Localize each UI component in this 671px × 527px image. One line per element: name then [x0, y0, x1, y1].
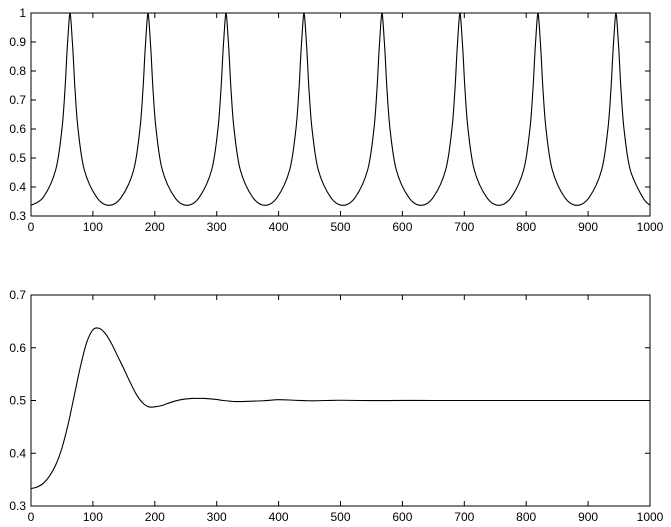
x-tick-label: 1000 [637, 220, 664, 234]
y-tick-label: 0.3 [9, 209, 26, 223]
x-tick-label: 600 [392, 510, 412, 524]
top-plot: 0 100 200 300 400 500 600 700 800 900 1000 0.3 0.4 0.… [9, 6, 663, 234]
plot-frame [30, 12, 651, 217]
x-tick-label: 600 [392, 220, 412, 234]
y-tick-label: 0.3 [9, 499, 26, 513]
y-tick-label: 0.6 [9, 341, 26, 355]
x-tick-label: 200 [145, 510, 165, 524]
y-tick-label: 0.4 [9, 446, 26, 460]
x-tick-label: 400 [269, 510, 289, 524]
x-tick-label: 800 [516, 220, 536, 234]
x-tick-label: 200 [145, 220, 165, 234]
y-tick-label: 0.6 [9, 122, 26, 136]
y-tick-label: 0.7 [9, 93, 26, 107]
x-tick-label: 300 [207, 510, 227, 524]
x-tick-label: 500 [330, 220, 350, 234]
series-line [30, 12, 651, 206]
series-line [30, 327, 650, 490]
x-tick-label: 300 [207, 220, 227, 234]
x-tick-label: 0 [28, 510, 35, 524]
y-tick-label: 0.5 [9, 394, 26, 408]
y-tick-label: 0.8 [9, 64, 26, 78]
x-tick-label: 100 [83, 220, 103, 234]
x-tick-label: 700 [454, 510, 474, 524]
y-tick-label: 0.4 [9, 180, 26, 194]
bottom-plot: 0 100 200 300 400 500 600 700 800 900 1000 0.3 0.4 0.… [9, 288, 663, 524]
x-tick-label: 100 [83, 510, 103, 524]
y-tick-label: 0.5 [9, 151, 26, 165]
x-tick-label: 400 [269, 220, 289, 234]
y-tick-label: 0.7 [9, 288, 26, 302]
y-tick-label: 0.9 [9, 35, 26, 49]
x-tick-label: 500 [330, 510, 350, 524]
x-tick-label: 0 [28, 220, 35, 234]
x-tick-label: 800 [516, 510, 536, 524]
x-tick-label: 900 [578, 220, 598, 234]
x-tick-label: 1000 [637, 510, 664, 524]
x-tick-label: 900 [578, 510, 598, 524]
x-tick-label: 700 [454, 220, 474, 234]
y-tick-label: 1 [19, 6, 26, 20]
